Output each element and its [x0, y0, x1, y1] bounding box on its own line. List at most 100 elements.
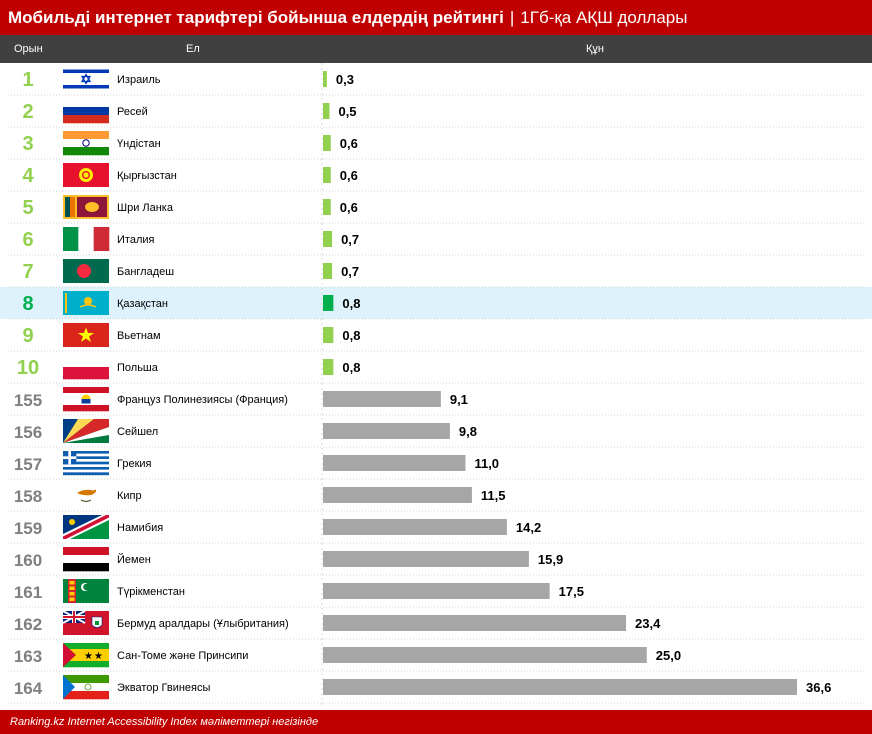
value-bar: [323, 359, 334, 375]
highlight-row-background: [0, 287, 872, 319]
namibia-flag: [63, 515, 109, 539]
table-row: 159 Намибия 14,2: [8, 515, 864, 544]
kyrgyzstan-flag: [63, 163, 109, 187]
equatorial-guinea-flag: [63, 675, 109, 700]
value-label: 23,4: [635, 616, 661, 631]
value-label: 0,8: [342, 360, 360, 375]
country-label: Экватор Гвинеясы: [117, 682, 210, 694]
country-label: Қазақстан: [117, 298, 168, 310]
kazakhstan-flag: [63, 291, 109, 315]
value-bar: [323, 135, 331, 151]
value-bar: [323, 551, 529, 567]
rank-label: 10: [17, 357, 39, 379]
value-bar: [323, 615, 627, 631]
rank-label: 1: [22, 69, 33, 91]
country-column-header: Ел: [186, 43, 200, 55]
country-label: Үндістан: [117, 138, 161, 150]
table-row: 161 Түрікменстан 17,5: [8, 579, 864, 608]
table-row: 7 Бангладеш 0,7: [8, 259, 864, 288]
poland-flag: [63, 355, 109, 380]
country-label: Италия: [117, 234, 155, 246]
rank-label: 157: [14, 455, 42, 474]
table-row: 9 Вьетнам 0,8: [8, 323, 864, 352]
vietnam-flag: [63, 323, 109, 347]
india-flag: [63, 131, 109, 156]
seychelles-flag: [63, 419, 109, 443]
value-bar: [323, 103, 330, 119]
value-label: 25,0: [656, 648, 681, 663]
value-label: 36,6: [806, 680, 831, 695]
rank-label: 163: [14, 647, 42, 666]
value-bar: [323, 487, 472, 503]
value-bar: [323, 391, 441, 407]
svg-text:★: ★: [84, 651, 93, 662]
bermuda-flag: [62, 610, 109, 635]
bangladesh-flag: [63, 259, 109, 283]
rank-label: 161: [14, 583, 42, 602]
turkmenistan-flag: [63, 579, 109, 603]
french-polynesia-flag: [63, 387, 109, 412]
value-label: 0,7: [341, 232, 359, 247]
column-header: Орын Ел Құн: [0, 35, 872, 63]
table-row: 155 Француз Полинезиясы (Франция) 9,1: [8, 387, 864, 416]
table-row: 10 Польша 0,8: [8, 355, 864, 384]
value-label: 0,8: [342, 296, 360, 311]
country-label: Шри Ланка: [117, 202, 174, 214]
value-bar: [323, 199, 331, 215]
value-bar: [323, 167, 331, 183]
value-label: 0,8: [342, 328, 360, 343]
table-row: 158 Кипр 11,5: [8, 483, 864, 512]
country-label: Сейшел: [117, 426, 158, 438]
value-column-header: Құн: [586, 43, 604, 55]
value-label: 11,0: [474, 456, 499, 471]
value-bar: [323, 519, 507, 535]
chart-title: Мобильді интернет тарифтері бойынша елде…: [8, 7, 504, 27]
country-label: Израиль: [117, 74, 161, 86]
israel-flag: [63, 67, 109, 91]
rank-label: 160: [14, 551, 42, 570]
table-row: 8 Қазақстан 0,8: [8, 291, 864, 320]
rank-label: 159: [14, 519, 42, 538]
country-label: Ресей: [117, 106, 148, 118]
table-row: 6 Италия 0,7: [8, 227, 864, 256]
value-label: 0,5: [338, 104, 356, 119]
svg-text:★: ★: [94, 651, 103, 662]
value-label: 15,9: [538, 552, 563, 567]
rank-label: 156: [14, 423, 42, 442]
rank-label: 5: [22, 197, 33, 219]
value-label: 17,5: [559, 584, 584, 599]
country-label: Бангладеш: [117, 266, 174, 278]
value-label: 0,6: [340, 200, 358, 215]
value-bar: [323, 71, 327, 87]
value-label: 0,6: [340, 136, 358, 151]
country-label: Француз Полинезиясы (Франция): [117, 394, 288, 406]
table-row: 156 Сейшел 9,8: [8, 419, 864, 448]
country-label: Сан-Томе және Принсипи: [117, 650, 248, 662]
country-label: Грекия: [117, 458, 152, 470]
value-label: 0,6: [340, 168, 358, 183]
value-label: 11,5: [481, 488, 506, 503]
sri-lanka-flag: [63, 195, 109, 219]
value-label: 0,7: [341, 264, 359, 279]
russia-flag: [63, 99, 109, 124]
value-bar: [323, 679, 797, 695]
table-row: 1 Израиль 0,3: [8, 67, 864, 96]
table-row: 164 Экватор Гвинеясы 36,6: [8, 675, 864, 704]
greece-flag: [63, 451, 109, 476]
country-label: Вьетнам: [117, 330, 161, 342]
value-label: 14,2: [516, 520, 541, 535]
value-label: 0,3: [336, 72, 354, 87]
rank-label: 8: [22, 293, 33, 315]
rank-label: 9: [22, 325, 33, 347]
value-bar: [323, 231, 333, 247]
rank-label: 158: [14, 487, 42, 506]
table-row: 5 Шри Ланка 0,6: [8, 195, 864, 224]
rank-column-header: Орын: [14, 43, 43, 55]
chart-subtitle: 1Гб-қа АҚШ доллары: [520, 7, 688, 27]
value-label: 9,8: [459, 424, 477, 439]
value-bar: [323, 455, 466, 471]
value-label: 9,1: [450, 392, 468, 407]
value-bar: [323, 423, 450, 439]
table-row: 163 ★ ★ Сан-Томе және Принсипи 25,0: [8, 643, 864, 672]
rank-label: 7: [22, 261, 33, 283]
